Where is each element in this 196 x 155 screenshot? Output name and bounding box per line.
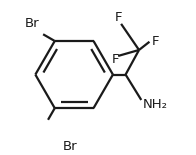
Text: F: F <box>115 11 123 24</box>
Text: Br: Br <box>62 140 77 153</box>
Text: F: F <box>152 35 159 48</box>
Text: Br: Br <box>25 17 40 30</box>
Text: F: F <box>111 53 119 66</box>
Text: NH₂: NH₂ <box>143 98 168 111</box>
